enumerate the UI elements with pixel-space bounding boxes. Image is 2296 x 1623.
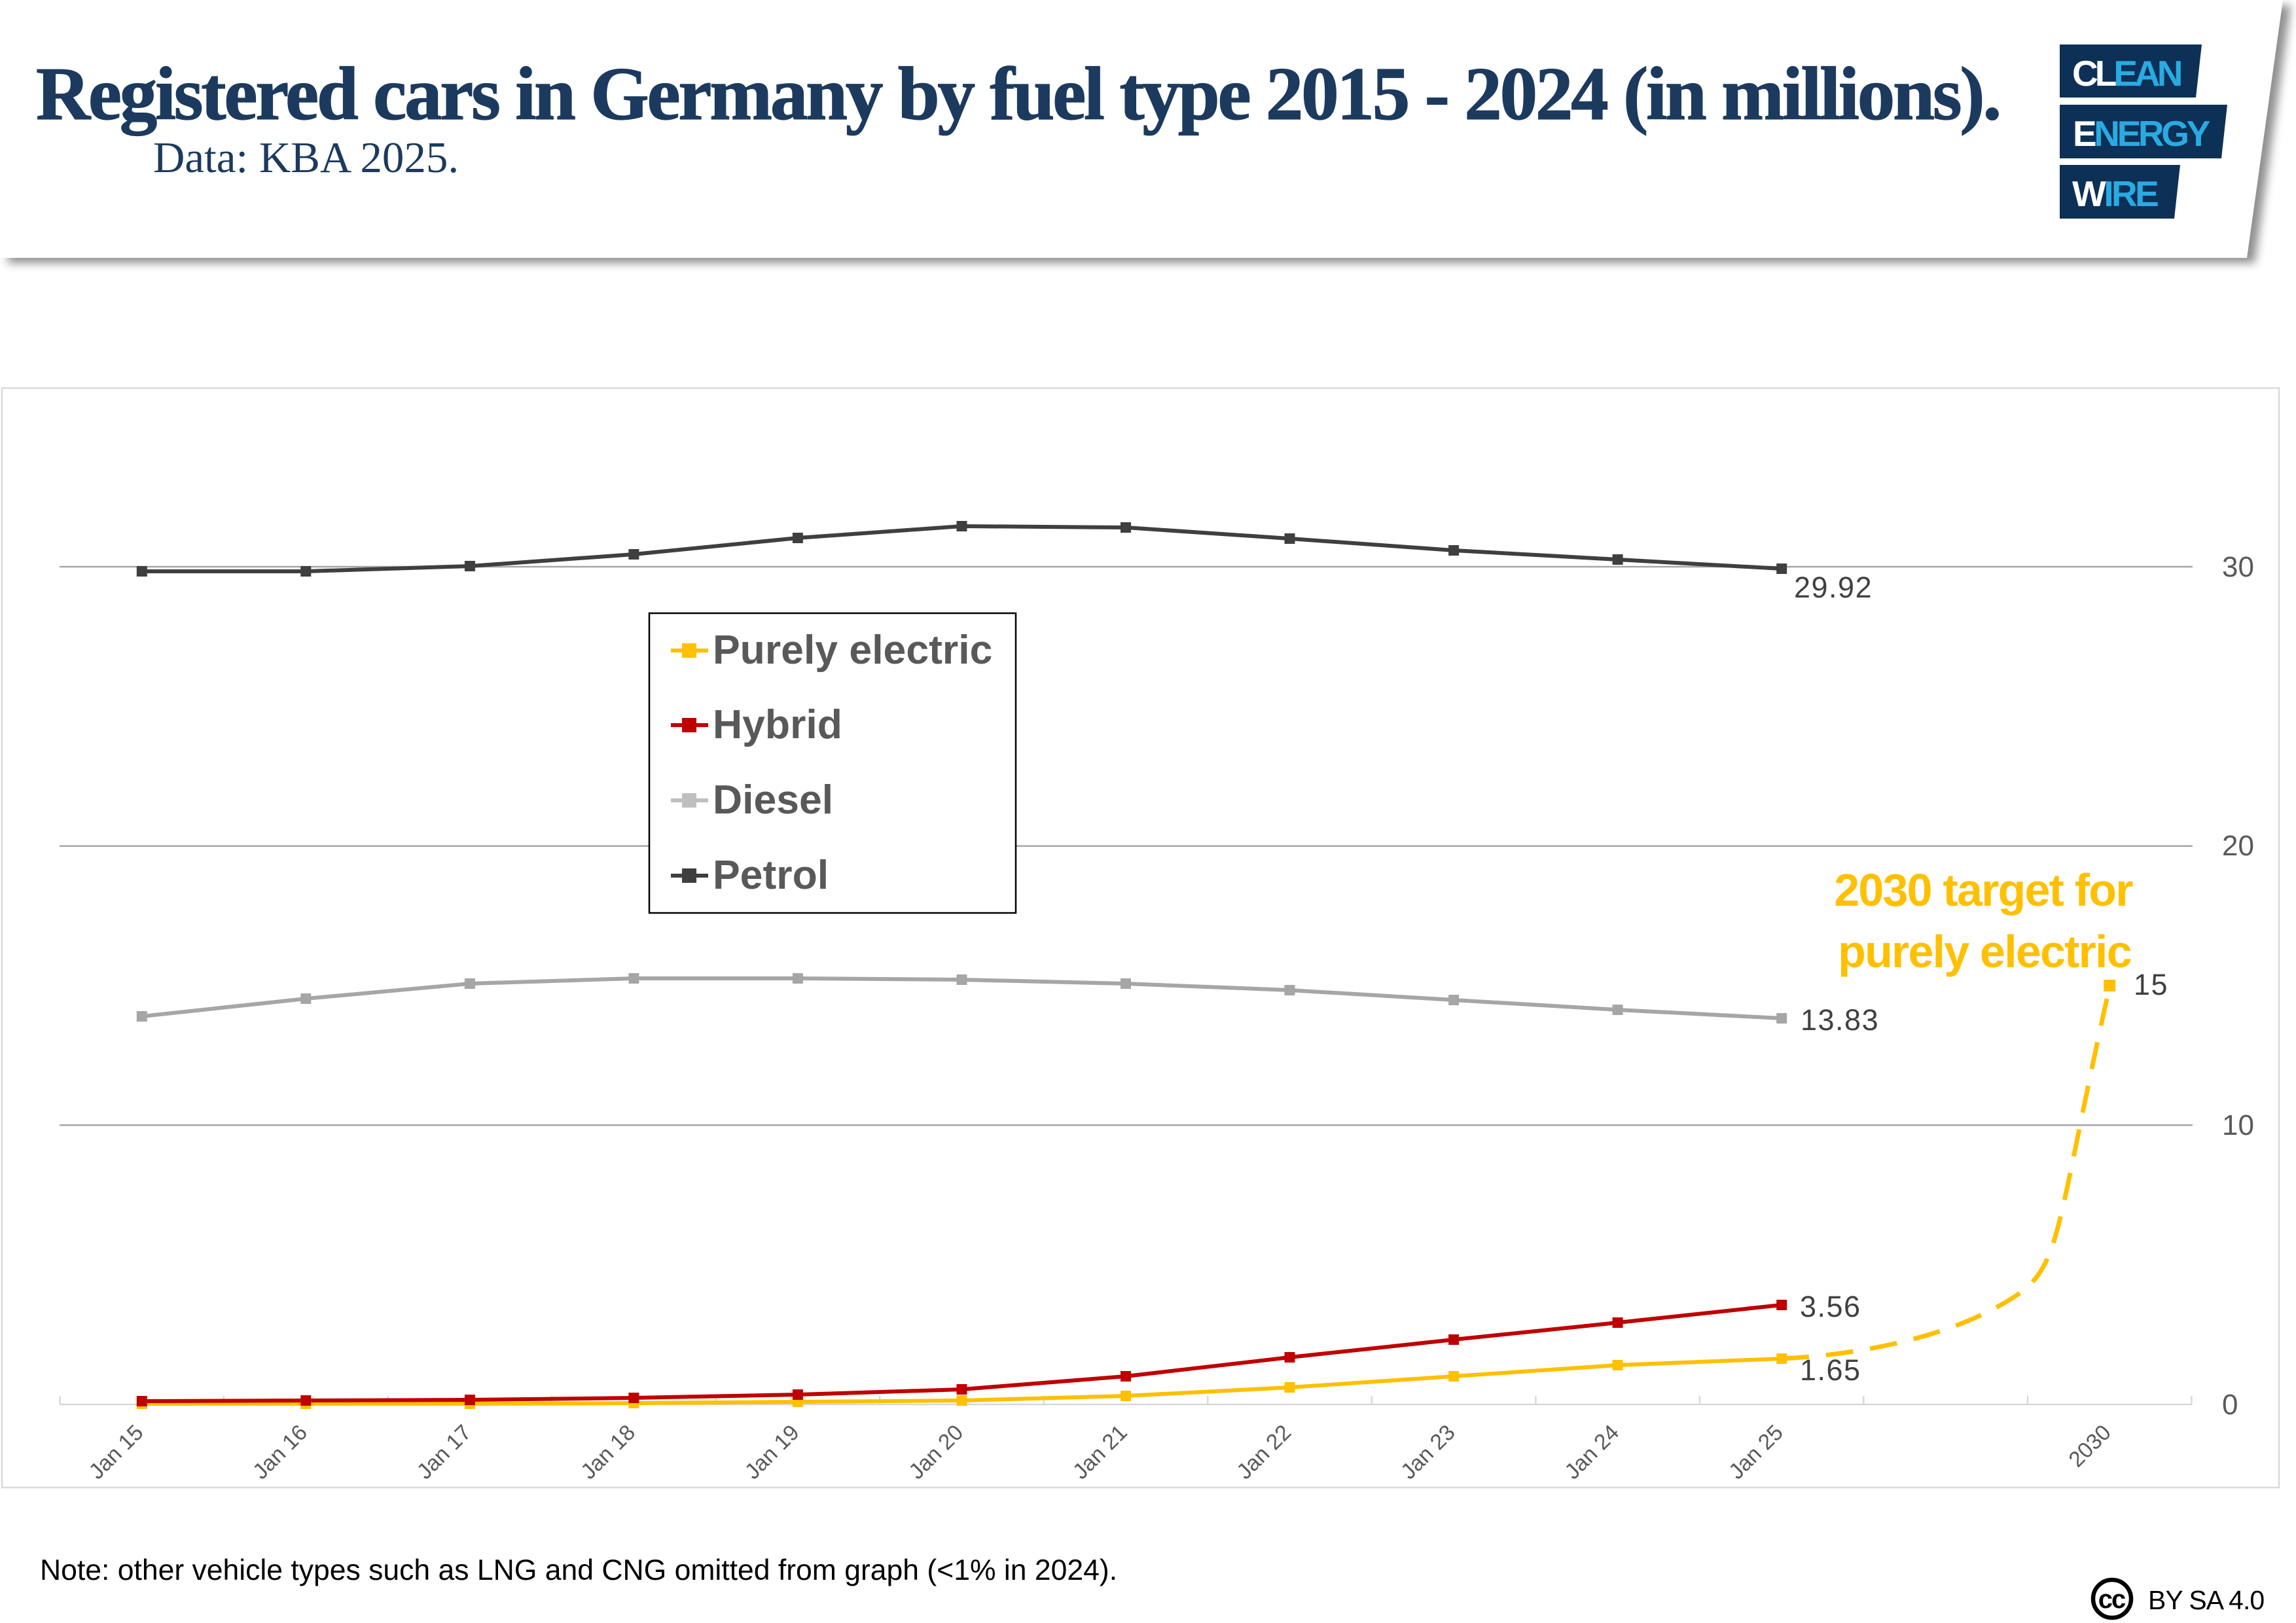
svg-text:Petrol: Petrol [713, 852, 829, 898]
svg-text:Purely electric: Purely electric [713, 627, 992, 673]
svg-text:20: 20 [2222, 830, 2254, 862]
svg-text:2030 target for: 2030 target for [1834, 865, 2133, 916]
svg-text:13.83: 13.83 [1801, 1003, 1879, 1037]
svg-text:1.65: 1.65 [1800, 1353, 1861, 1387]
svg-text:cc: cc [2098, 1585, 2126, 1614]
svg-text:purely electric: purely electric [1838, 926, 2131, 977]
svg-text:10: 10 [2222, 1109, 2254, 1141]
svg-text:Diesel: Diesel [713, 777, 833, 823]
svg-text:3.56: 3.56 [1800, 1290, 1861, 1323]
svg-text:15: 15 [2134, 968, 2168, 1001]
svg-text:30: 30 [2222, 551, 2254, 583]
svg-text:Hybrid: Hybrid [713, 702, 842, 747]
svg-text:0: 0 [2222, 1389, 2238, 1421]
svg-text:29.92: 29.92 [1794, 571, 1873, 604]
svg-text:BY SA 4.0: BY SA 4.0 [2148, 1585, 2264, 1615]
